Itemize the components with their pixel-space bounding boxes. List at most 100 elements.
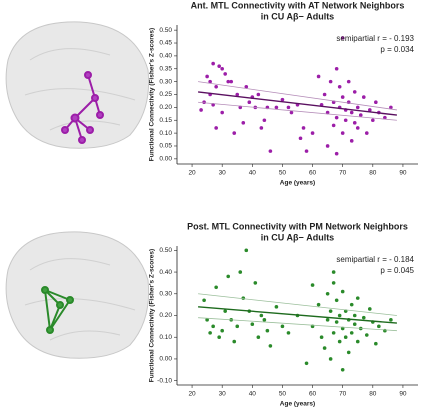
point bbox=[343, 118, 348, 123]
ci-line bbox=[198, 101, 397, 121]
point bbox=[337, 84, 342, 89]
point bbox=[214, 126, 218, 130]
point bbox=[223, 309, 227, 313]
point bbox=[316, 302, 321, 307]
point bbox=[328, 79, 333, 84]
point bbox=[389, 105, 393, 110]
point bbox=[220, 110, 224, 115]
y-tick-label: 0.10 bbox=[159, 334, 172, 341]
point bbox=[334, 298, 339, 303]
point bbox=[319, 335, 324, 340]
point bbox=[334, 66, 339, 71]
point bbox=[340, 95, 345, 99]
y-tick-label: -0.10 bbox=[157, 377, 172, 384]
point bbox=[274, 105, 279, 110]
point bbox=[298, 136, 303, 141]
point bbox=[226, 79, 231, 84]
point bbox=[286, 331, 291, 335]
point bbox=[310, 131, 315, 135]
point bbox=[229, 79, 234, 84]
point bbox=[310, 283, 315, 287]
point bbox=[346, 350, 351, 355]
point bbox=[256, 335, 261, 340]
point bbox=[331, 270, 336, 274]
point bbox=[340, 131, 345, 135]
x-tick-label: 60 bbox=[309, 391, 317, 398]
point bbox=[232, 131, 237, 135]
point bbox=[343, 335, 348, 340]
x-tick-label: 90 bbox=[399, 391, 407, 398]
y-tick-label: 0.15 bbox=[159, 117, 172, 124]
point bbox=[301, 126, 306, 130]
point bbox=[322, 92, 327, 97]
point bbox=[223, 72, 227, 76]
point bbox=[383, 115, 387, 120]
point bbox=[352, 121, 357, 125]
chart-title: Post. MTL Connectivity with PM Network N… bbox=[187, 221, 408, 231]
point bbox=[346, 79, 351, 84]
point bbox=[352, 322, 357, 326]
x-tick-label: 80 bbox=[369, 170, 377, 177]
point bbox=[220, 66, 224, 71]
annotation: p = 0.045 bbox=[380, 266, 414, 275]
x-axis-label: Age (years) bbox=[280, 180, 315, 187]
point bbox=[259, 313, 264, 318]
y-axis-label: Functional Connectivity (Fisher's Z-scor… bbox=[149, 249, 156, 382]
point bbox=[211, 61, 215, 66]
x-axis-label: Age (years) bbox=[280, 401, 315, 408]
point bbox=[368, 307, 372, 311]
point bbox=[247, 100, 252, 105]
annotation: semipartial r = - 0.184 bbox=[336, 255, 414, 264]
y-tick-label: 0.50 bbox=[159, 247, 172, 254]
y-tick-label: 0.05 bbox=[159, 143, 172, 150]
point bbox=[235, 324, 240, 329]
y-tick-label: 0.40 bbox=[159, 53, 172, 60]
chart-title: Ant. MTL Connectivity with AT Network Ne… bbox=[191, 0, 405, 10]
y-tick-label: 0.35 bbox=[159, 65, 172, 72]
y-tick-label: 0.20 bbox=[159, 104, 172, 111]
point bbox=[244, 248, 249, 253]
x-tick-label: 50 bbox=[279, 170, 287, 177]
y-tick-label: 0.45 bbox=[159, 40, 172, 47]
point bbox=[352, 90, 357, 94]
x-tick-label: 70 bbox=[339, 170, 347, 177]
point bbox=[256, 92, 261, 97]
point bbox=[253, 281, 258, 285]
point bbox=[217, 335, 221, 340]
point bbox=[349, 139, 354, 143]
point bbox=[337, 339, 342, 344]
point bbox=[325, 318, 330, 322]
y-tick-label: 0.50 bbox=[159, 27, 172, 34]
point bbox=[334, 115, 339, 120]
point bbox=[232, 339, 237, 344]
chart-title: in CU Aβ− Adults bbox=[261, 232, 334, 242]
point bbox=[208, 79, 212, 84]
chart-title: in CU Aβ− Adults bbox=[261, 11, 334, 21]
y-tick-label: 0.40 bbox=[159, 269, 172, 276]
ci-line bbox=[198, 293, 397, 316]
point bbox=[286, 105, 291, 110]
point bbox=[241, 121, 246, 125]
point bbox=[325, 144, 330, 148]
point bbox=[289, 110, 294, 115]
y-tick-label: 0.25 bbox=[159, 91, 172, 98]
point bbox=[374, 341, 378, 346]
point bbox=[340, 36, 345, 40]
y-tick-label: 0.10 bbox=[159, 130, 172, 137]
y-tick-label: 0.00 bbox=[159, 356, 172, 363]
point bbox=[334, 151, 339, 156]
point bbox=[355, 105, 360, 110]
y-axis-label: Functional Connectivity (Fisher's Z-scor… bbox=[149, 28, 156, 161]
point bbox=[364, 131, 369, 135]
fit-line bbox=[198, 91, 397, 116]
y-tick-label: 0.30 bbox=[159, 78, 172, 85]
point bbox=[352, 313, 357, 318]
point bbox=[340, 326, 345, 331]
x-tick-label: 20 bbox=[188, 170, 196, 177]
annotation: p = 0.034 bbox=[380, 45, 414, 54]
point bbox=[304, 149, 309, 153]
point bbox=[389, 318, 393, 322]
point bbox=[340, 367, 345, 372]
point bbox=[325, 291, 330, 296]
point bbox=[377, 324, 381, 329]
